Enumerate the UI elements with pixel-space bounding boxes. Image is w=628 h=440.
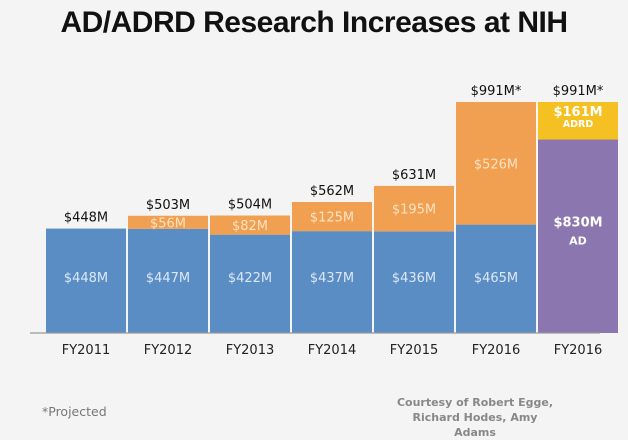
total-label: $631M: [392, 168, 436, 183]
segment-value-label: $56M: [150, 216, 186, 231]
segment-value-label: $437M: [310, 271, 354, 286]
x-tick-label: FY2016: [472, 343, 521, 358]
total-label: $562M: [310, 184, 354, 199]
total-label: $448M: [64, 211, 108, 226]
segment-sublabel: AD: [569, 235, 587, 248]
x-tick-label: FY2016: [554, 343, 603, 358]
bar-segment: [210, 215, 290, 235]
bar-segment: [128, 228, 208, 333]
bar-segment: [46, 228, 126, 333]
x-tick-label: FY2014: [308, 343, 357, 358]
total-label: $504M: [228, 198, 272, 213]
projected-note: *Projected: [42, 404, 107, 419]
x-tick-label: FY2012: [144, 343, 193, 358]
bar-segment: [456, 102, 536, 225]
total-label: $991M*: [553, 84, 604, 99]
x-tick-label: FY2015: [390, 343, 439, 358]
total-label: $991M*: [471, 84, 522, 99]
bar-segment: [456, 224, 536, 333]
credit-line-2: Richard Hodes, Amy Adams: [412, 411, 538, 439]
segment-value-label: $195M: [392, 203, 436, 218]
total-label: $503M: [146, 198, 190, 213]
segment-value-label: $448M: [64, 271, 108, 286]
credit-line-1: Courtesy of Robert Egge,: [396, 396, 554, 409]
segment-value-label: $447M: [146, 271, 190, 286]
segment-sublabel: ADRD: [563, 119, 594, 130]
bar-segment: [292, 231, 372, 333]
segment-value-label: $161M: [553, 105, 602, 120]
segment-value-label: $465M: [474, 271, 518, 286]
credit-text: Courtesy of Robert Egge, Richard Hodes, …: [395, 395, 555, 440]
segment-value-label: $125M: [310, 211, 354, 226]
bar-segment: [374, 231, 454, 333]
segment-value-label: $422M: [228, 271, 272, 286]
segment-value-label: $436M: [392, 271, 436, 286]
x-tick-label: FY2013: [226, 343, 275, 358]
x-tick-label: FY2011: [62, 343, 111, 358]
segment-value-label: $526M: [474, 157, 518, 172]
bar-segment: [374, 185, 454, 232]
bar-segment: [128, 215, 208, 229]
bar-segment: [538, 139, 618, 333]
bar-segment: [538, 102, 618, 140]
segment-value-label: $82M: [232, 219, 268, 234]
bar-segment: [210, 234, 290, 333]
segment-value-label: $830M: [553, 216, 602, 231]
chart-title: AD/ADRD Research Increases at NIH: [60, 6, 568, 39]
bar-segment: [292, 201, 372, 232]
